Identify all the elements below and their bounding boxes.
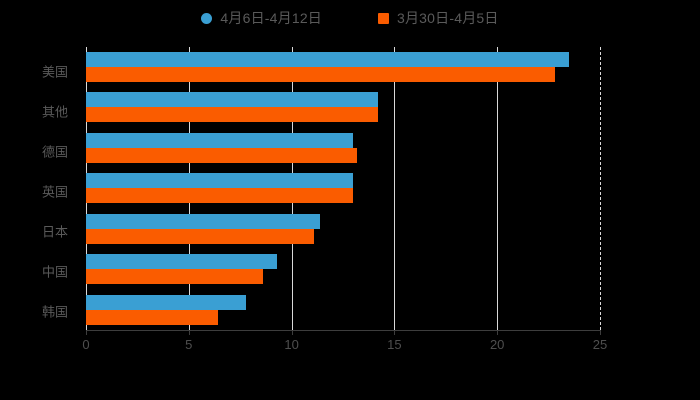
bar-series-1[interactable] [86, 213, 321, 229]
category-label-6: 韩国 [41, 304, 68, 320]
tick-label: 10 [284, 337, 299, 352]
bar-group [86, 294, 600, 325]
bar-groups [86, 47, 600, 330]
category-label-4: 日本 [41, 224, 68, 240]
category-label-3: 英国 [41, 184, 68, 200]
tick-mark [497, 330, 499, 335]
bar-series-2[interactable] [86, 309, 218, 325]
legend-item-series-2[interactable]: 3月30日-4月5日 [378, 8, 499, 28]
bar-series-2[interactable] [86, 269, 263, 285]
bar-series-1[interactable] [86, 132, 354, 148]
plot-area [86, 47, 602, 330]
bar-series-1[interactable] [86, 52, 570, 67]
category-label-1: 其他 [41, 104, 68, 120]
gridline [394, 47, 396, 330]
bar-series-2[interactable] [86, 147, 358, 163]
x-axis-line [86, 330, 600, 331]
legend-item-series-1[interactable]: 4月6日-4月12日 [201, 8, 322, 28]
gridline [497, 47, 499, 330]
bar-series-1[interactable] [86, 294, 247, 310]
tick-mark [600, 330, 601, 335]
bar-group [86, 132, 600, 163]
category-label-2: 德国 [41, 144, 68, 160]
bar-group [86, 213, 600, 244]
gridline [600, 47, 602, 330]
tick-label: 0 [82, 337, 90, 352]
tick-label: 25 [592, 337, 608, 352]
bar-group [86, 254, 600, 285]
tick-mark [188, 330, 190, 335]
legend-marker-circle-icon [201, 12, 213, 24]
tick-mark [394, 330, 396, 335]
legend-label-series-1: 4月6日-4月12日 [220, 10, 322, 26]
legend-marker-square-icon [378, 12, 389, 24]
tick-mark [86, 330, 87, 335]
category-label-5: 中国 [41, 264, 68, 280]
bar-series-2[interactable] [86, 228, 315, 244]
bar-series-1[interactable] [86, 254, 278, 270]
legend-label-series-2: 3月30日-4月5日 [397, 10, 499, 26]
bar-series-1[interactable] [86, 173, 354, 189]
bar-group [86, 52, 600, 82]
bar-group [86, 173, 600, 204]
bar-series-2[interactable] [86, 67, 555, 82]
category-label-0: 美国 [41, 64, 68, 80]
tick-label: 5 [185, 337, 193, 352]
bar-group [86, 92, 600, 123]
chart-legend: 4月6日-4月12日 3月30日-4月5日 [0, 6, 700, 30]
tick-mark [291, 330, 293, 335]
tick-label: 20 [489, 337, 505, 352]
bar-series-2[interactable] [86, 107, 378, 123]
category-axis-labels: 美国 其他 德国 英国 日本 中国 韩国 [0, 47, 80, 330]
bar-series-1[interactable] [86, 92, 378, 108]
bar-series-2[interactable] [86, 188, 354, 204]
tick-label: 15 [387, 337, 402, 352]
